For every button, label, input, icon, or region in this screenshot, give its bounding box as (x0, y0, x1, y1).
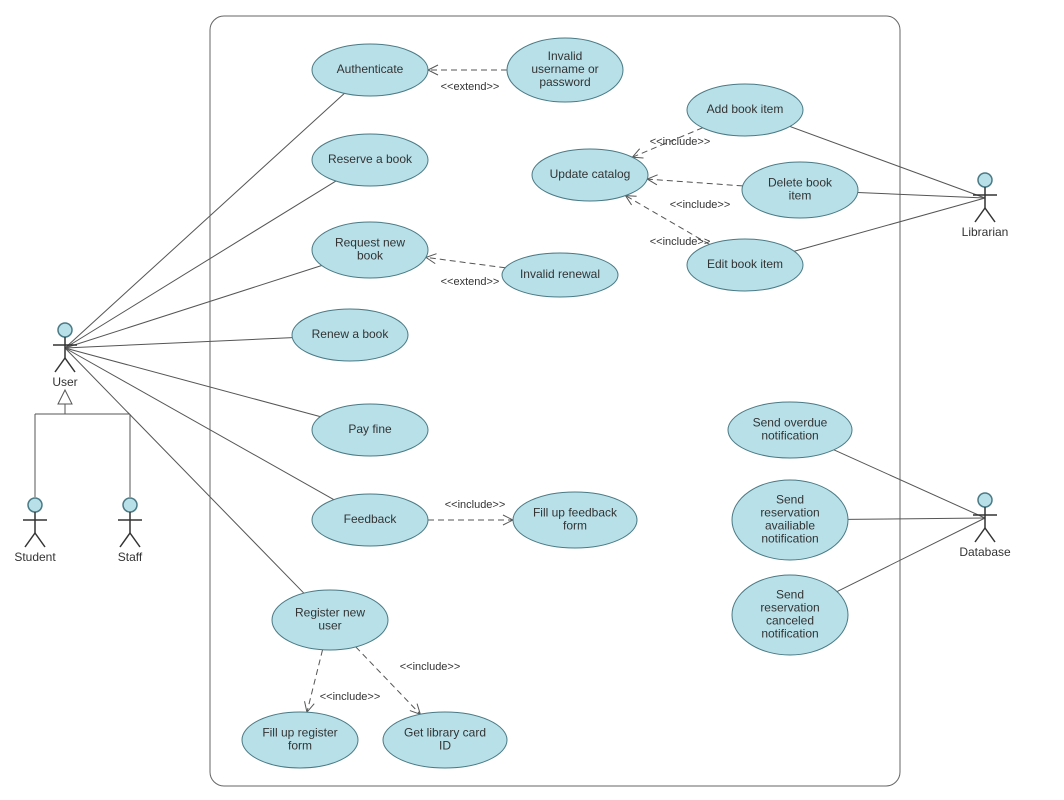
edge-user-reserve (65, 181, 336, 348)
edge-registerUser-getCard (356, 647, 421, 714)
actor-librarian: Librarian (962, 173, 1009, 239)
usecase-requestNew: Request newbook (312, 222, 428, 278)
actor-label-staff: Staff (118, 550, 143, 564)
usecase-feedback: Feedback (312, 494, 428, 546)
actor-label-student: Student (14, 550, 56, 564)
usecase-addBook: Add book item (687, 84, 803, 136)
usecase-editBook: Edit book item (687, 239, 803, 291)
edge-label-editBook-updateCatalog: <<include>> (650, 236, 711, 248)
usecase-label-sendAvail: notification (761, 532, 818, 546)
usecase-label-sendOverdue: Send overdue (753, 416, 828, 430)
actor-user: User (52, 323, 77, 389)
usecase-updateCatalog: Update catalog (532, 149, 648, 201)
usecase-label-sendCancel: Send (776, 588, 804, 602)
usecase-label-getCard: Get library card (404, 726, 486, 740)
usecase-label-sendAvail: availiable (765, 519, 815, 533)
usecase-label-sendAvail: reservation (760, 506, 819, 520)
usecase-label-sendCancel: canceled (766, 614, 814, 628)
usecase-fillFeedback: Fill up feedbackform (513, 492, 637, 548)
edge-label-invalidRenewal-requestNew: <<extend>> (441, 276, 500, 288)
actor-student: Student (14, 498, 56, 564)
system-boundary (210, 16, 900, 786)
edge-database-sendOverdue (834, 450, 985, 518)
edge-label-deleteBook-updateCatalog: <<include>> (670, 199, 731, 211)
usecase-label-sendOverdue: notification (761, 429, 818, 443)
usecase-sendAvail: Sendreservationavailiablenotification (732, 480, 848, 560)
edge-invalidRenewal-requestNew (426, 257, 505, 267)
usecase-label-invalidCred: username or (531, 62, 598, 76)
usecase-registerUser: Register newuser (272, 590, 388, 650)
edge-user-requestNew (65, 266, 322, 348)
usecase-invalidRenewal: Invalid renewal (502, 253, 618, 297)
edge-database-sendAvail (848, 518, 985, 519)
actor-label-librarian: Librarian (962, 225, 1009, 239)
usecase-label-fillFeedback: form (563, 519, 587, 533)
usecase-label-sendCancel: notification (761, 627, 818, 641)
edge-user-authenticate (65, 93, 344, 348)
use-case-diagram: <<extend>> <<include>> <<include>> <<includ… (0, 0, 1064, 800)
usecase-label-deleteBook: Delete book (768, 176, 833, 190)
edge-deleteBook-updateCatalog (647, 179, 742, 186)
usecase-label-getCard: ID (439, 739, 451, 753)
actor-staff: Staff (118, 498, 143, 564)
usecase-label-editBook: Edit book item (707, 257, 783, 271)
actor-label-database: Database (959, 545, 1011, 559)
usecase-label-invalidCred: password (539, 75, 590, 89)
usecase-label-invalidRenewal: Invalid renewal (520, 267, 600, 281)
usecase-authenticate: Authenticate (312, 44, 428, 96)
usecase-label-registerUser: Register new (295, 606, 365, 620)
usecase-label-registerUser: user (318, 619, 341, 633)
usecase-label-payFine: Pay fine (348, 422, 392, 436)
usecase-label-requestNew: Request new (335, 236, 405, 250)
usecase-reserve: Reserve a book (312, 134, 428, 186)
usecase-payFine: Pay fine (312, 404, 428, 456)
usecase-invalidCred: Invalidusername orpassword (507, 38, 623, 102)
edge-label-registerUser-fillRegister: <<include>> (320, 691, 381, 703)
usecase-fillRegister: Fill up registerform (242, 712, 358, 768)
usecase-sendOverdue: Send overduenotification (728, 402, 852, 458)
edge-user-feedback (65, 348, 334, 500)
usecase-label-reserve: Reserve a book (328, 152, 413, 166)
edge-label-addBook-updateCatalog: <<include>> (650, 136, 711, 148)
usecase-label-sendCancel: reservation (760, 601, 819, 615)
usecase-renew: Renew a book (292, 309, 408, 361)
edge-user-renew (65, 338, 292, 348)
usecase-label-fillFeedback: Fill up feedback (533, 506, 618, 520)
usecase-label-invalidCred: Invalid (548, 49, 583, 63)
usecase-label-updateCatalog: Update catalog (550, 167, 631, 181)
usecase-label-renew: Renew a book (312, 327, 390, 341)
edge-librarian-deleteBook (858, 192, 985, 198)
usecase-label-requestNew: book (357, 249, 384, 263)
usecase-label-addBook: Add book item (707, 102, 784, 116)
usecase-deleteBook: Delete bookitem (742, 162, 858, 218)
usecase-label-fillRegister: form (288, 739, 312, 753)
edge-user-registerUser (65, 348, 304, 593)
usecase-sendCancel: Sendreservationcancelednotification (732, 575, 848, 655)
usecase-label-sendAvail: Send (776, 493, 804, 507)
actor-database: Database (959, 493, 1011, 559)
generalization-arrowhead (58, 390, 72, 404)
edge-label-registerUser-getCard: <<include>> (400, 661, 461, 673)
edge-label-feedback-fillFeedback: <<include>> (445, 499, 506, 511)
edge-user-payFine (65, 348, 320, 417)
usecase-label-feedback: Feedback (344, 512, 398, 526)
usecase-label-authenticate: Authenticate (337, 62, 404, 76)
usecase-label-fillRegister: Fill up register (262, 726, 337, 740)
usecase-getCard: Get library cardID (383, 712, 507, 768)
usecase-label-deleteBook: item (789, 189, 812, 203)
edge-label-invalidCred-authenticate: <<extend>> (441, 81, 500, 93)
actor-label-user: User (52, 375, 77, 389)
